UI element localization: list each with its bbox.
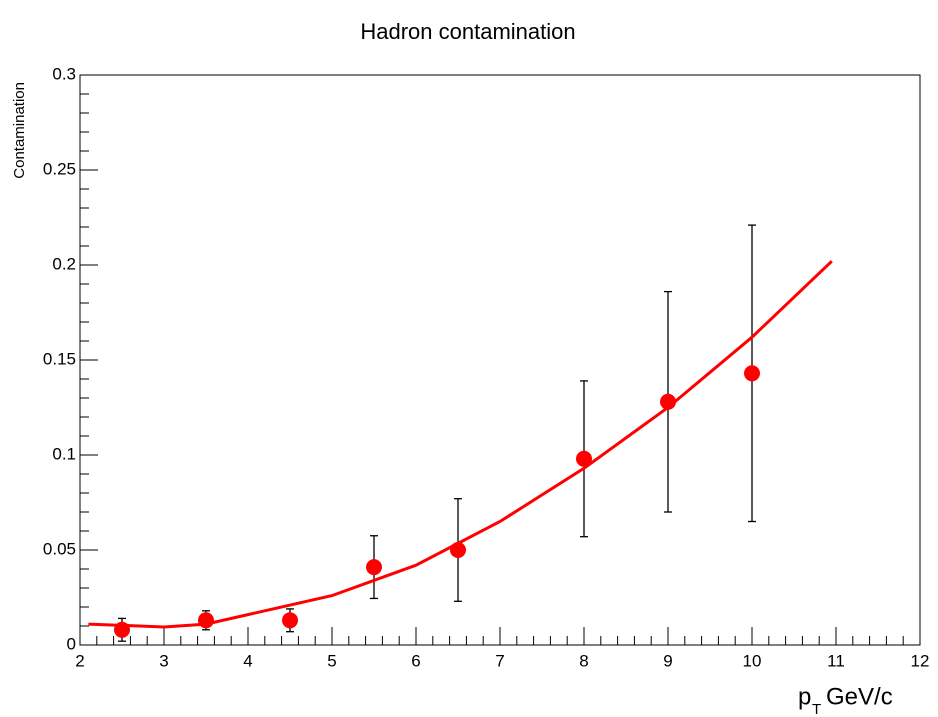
data-point — [744, 365, 760, 382]
x-tick-label: 7 — [495, 651, 504, 670]
x-tick-label: 8 — [579, 651, 588, 670]
x-tick-label: 10 — [743, 651, 762, 670]
x-tick-label: 6 — [411, 651, 420, 670]
data-point — [576, 450, 592, 467]
x-tick-label: 5 — [327, 651, 336, 670]
x-axis-label-unit: GeV/c — [826, 683, 893, 710]
y-axis-label: Contamination — [11, 82, 28, 179]
y-tick-label: 0.25 — [43, 159, 76, 178]
chart-title: Hadron contamination — [360, 19, 575, 44]
y-tick-label: 0.3 — [52, 64, 76, 83]
x-tick-label: 4 — [243, 651, 252, 670]
x-tick-label: 12 — [911, 651, 930, 670]
x-tick-label: 3 — [159, 651, 168, 670]
x-tick-label: 9 — [663, 651, 672, 670]
data-point — [282, 612, 298, 629]
y-tick-label: 0.2 — [52, 254, 76, 273]
data-point — [366, 559, 382, 576]
y-tick-label: 0.05 — [43, 539, 76, 558]
x-tick-label: 2 — [75, 651, 84, 670]
y-tick-label: 0 — [67, 634, 76, 653]
plot-frame — [79, 74, 921, 646]
x-tick-label: 11 — [827, 651, 845, 670]
fit-line — [88, 260, 833, 629]
y-tick-label: 0.1 — [52, 444, 76, 463]
x-axis-label: p — [798, 683, 811, 710]
x-axis-label-sub: T — [812, 701, 821, 717]
y-tick-label: 0.15 — [43, 349, 76, 368]
